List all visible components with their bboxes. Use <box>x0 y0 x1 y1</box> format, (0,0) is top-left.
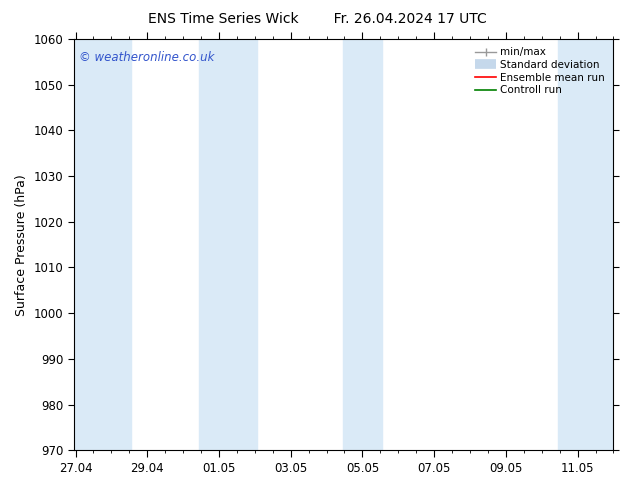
Text: © weatheronline.co.uk: © weatheronline.co.uk <box>79 51 214 64</box>
Text: ENS Time Series Wick        Fr. 26.04.2024 17 UTC: ENS Time Series Wick Fr. 26.04.2024 17 U… <box>148 12 486 26</box>
Bar <box>558 39 615 450</box>
Bar <box>74 39 131 450</box>
Bar <box>199 39 257 450</box>
Legend: min/max, Standard deviation, Ensemble mean run, Controll run: min/max, Standard deviation, Ensemble me… <box>472 44 608 98</box>
Y-axis label: Surface Pressure (hPa): Surface Pressure (hPa) <box>15 174 28 316</box>
Bar <box>343 39 382 450</box>
